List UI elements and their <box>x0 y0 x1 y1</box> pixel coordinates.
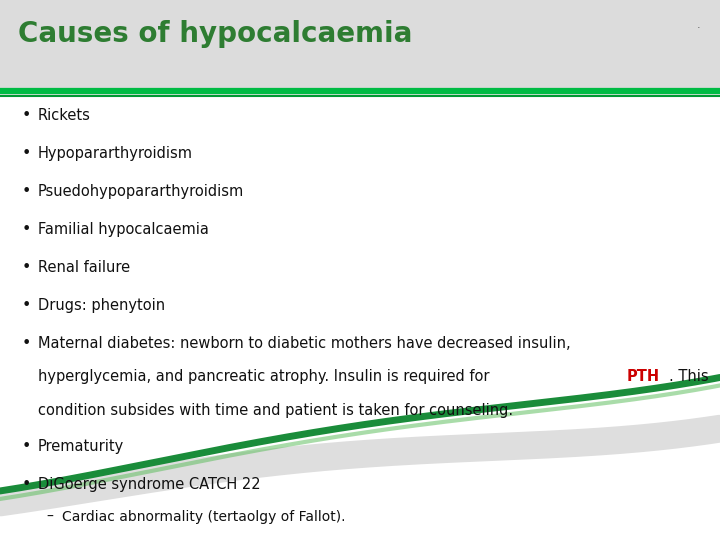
FancyBboxPatch shape <box>0 0 720 90</box>
Text: •: • <box>22 438 32 454</box>
Text: Renal failure: Renal failure <box>38 260 130 275</box>
Text: •: • <box>22 477 32 491</box>
Text: DiGoerge syndrome CATCH 22: DiGoerge syndrome CATCH 22 <box>38 477 261 491</box>
Text: Cardiac abnormality (tertaolgy of Fallot).: Cardiac abnormality (tertaolgy of Fallot… <box>62 510 346 524</box>
Text: Drugs: phenytoin: Drugs: phenytoin <box>38 298 165 313</box>
Text: Psuedohypopararthyroidism: Psuedohypopararthyroidism <box>38 184 244 199</box>
Text: •: • <box>22 222 32 237</box>
Text: •: • <box>22 108 32 123</box>
Text: hyperglycemia, and pancreatic atrophy. Insulin is required for: hyperglycemia, and pancreatic atrophy. I… <box>38 369 494 384</box>
Text: Hypopararthyroidism: Hypopararthyroidism <box>38 146 193 161</box>
Text: •: • <box>22 184 32 199</box>
Text: •: • <box>22 336 32 351</box>
Text: PTH: PTH <box>626 369 660 384</box>
FancyBboxPatch shape <box>0 0 720 100</box>
Text: condition subsides with time and patient is taken for counseling.: condition subsides with time and patient… <box>38 403 513 418</box>
Text: . This: . This <box>670 369 709 384</box>
Text: Maternal diabetes: newborn to diabetic mothers have decreased insulin,: Maternal diabetes: newborn to diabetic m… <box>38 336 571 351</box>
Text: •: • <box>22 298 32 313</box>
Text: –: – <box>46 510 53 524</box>
Text: Familial hypocalcaemia: Familial hypocalcaemia <box>38 222 209 237</box>
FancyBboxPatch shape <box>0 96 720 540</box>
Text: •: • <box>22 260 32 275</box>
Text: .: . <box>696 20 700 30</box>
Text: •: • <box>22 146 32 161</box>
Text: Rickets: Rickets <box>38 108 91 123</box>
Text: Prematurity: Prematurity <box>38 438 125 454</box>
FancyBboxPatch shape <box>0 100 720 540</box>
Text: Causes of hypocalcaemia: Causes of hypocalcaemia <box>18 20 413 48</box>
